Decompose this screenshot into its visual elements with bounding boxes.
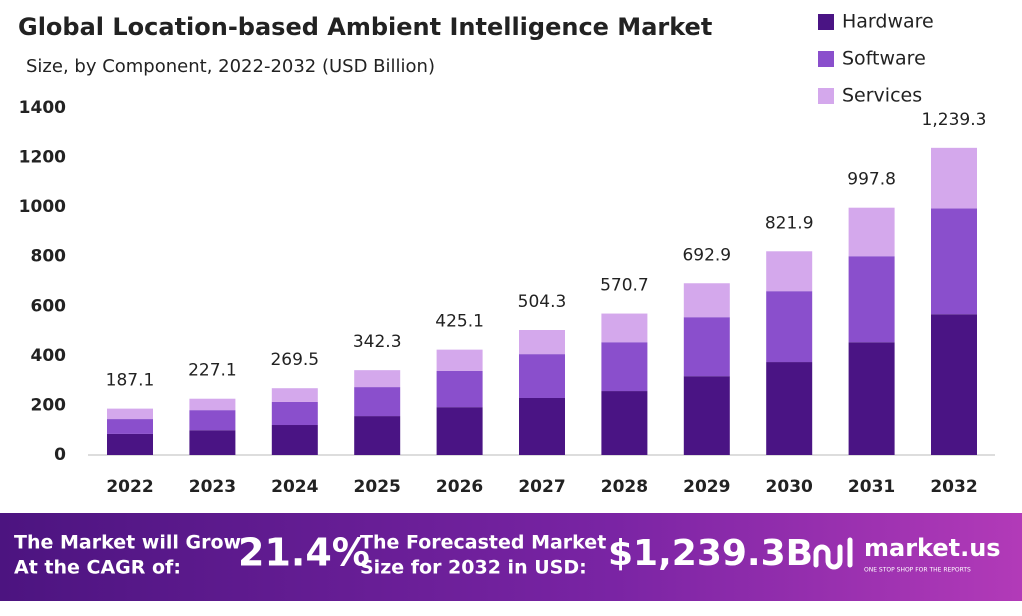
- brand: market.us: [864, 534, 1001, 562]
- total-label: 692.9: [682, 245, 731, 265]
- y-tick-label: 600: [31, 296, 67, 316]
- bar-segment: [271, 425, 318, 455]
- bar-segment: [107, 408, 153, 420]
- total-label: 1,239.3: [922, 110, 987, 130]
- legend-label: Services: [842, 85, 922, 107]
- x-tick-label: 2027: [518, 477, 565, 497]
- x-tick-label: 2022: [106, 477, 153, 497]
- x-tick-label: 2030: [766, 477, 813, 497]
- bar-segment: [271, 401, 318, 426]
- x-tick-label: 2031: [848, 477, 895, 497]
- x-tick-label: 2029: [683, 477, 730, 497]
- y-tick-label: 800: [31, 247, 67, 267]
- bar-segment: [354, 416, 401, 455]
- bar-segment: [683, 283, 730, 318]
- total-label: 227.1: [188, 361, 237, 381]
- brand-logo: [813, 537, 853, 570]
- bar-segment: [766, 291, 813, 363]
- banner-text: The Market will Grow: [14, 532, 241, 554]
- x-tick-label: 2024: [271, 477, 318, 497]
- bar-segment: [601, 313, 648, 343]
- total-label: 570.7: [600, 276, 649, 296]
- total-label: 504.3: [518, 292, 567, 312]
- bar-segment: [683, 317, 730, 377]
- x-tick-label: 2023: [189, 477, 236, 497]
- bar-segment: [848, 207, 895, 257]
- bar-segment: [436, 349, 483, 371]
- bar-segment: [601, 342, 648, 392]
- y-tick-label: 200: [31, 395, 67, 415]
- total-label: 187.1: [106, 371, 155, 391]
- brand-tagline: ONE STOP SHOP FOR THE REPORTS: [864, 567, 971, 574]
- bar-segment: [189, 398, 236, 411]
- banner-forecast: $1,239.3B: [608, 533, 813, 574]
- total-label: 425.1: [435, 312, 484, 332]
- banner-cagr: 21.4%: [238, 531, 370, 575]
- bar-segment: [519, 330, 565, 355]
- legend-label: Hardware: [842, 11, 934, 33]
- banner-text: At the CAGR of:: [14, 557, 181, 579]
- bar-segment: [848, 342, 895, 455]
- legend-label: Software: [842, 48, 926, 70]
- bar-segment: [848, 256, 895, 343]
- bar-segment: [189, 410, 236, 431]
- y-tick-label: 0: [54, 445, 66, 465]
- bar-segment: [683, 376, 730, 455]
- y-tick-label: 1200: [19, 148, 66, 168]
- bar-segment: [601, 391, 648, 455]
- x-tick-label: 2025: [354, 477, 401, 497]
- bar-segment: [107, 433, 153, 455]
- total-label: 269.5: [270, 350, 319, 370]
- bar-segment: [766, 251, 813, 292]
- bar-segment: [931, 314, 977, 455]
- bar-segment: [354, 370, 401, 388]
- bar-segment: [766, 362, 813, 455]
- bar-segment: [271, 388, 318, 402]
- bar-segment: [189, 430, 236, 455]
- chart-subtitle: Size, by Component, 2022-2032 (USD Billi…: [26, 56, 435, 77]
- x-tick-label: 2032: [930, 477, 977, 497]
- total-label: 821.9: [765, 213, 814, 233]
- bar-segment: [931, 147, 977, 209]
- bar-segment: [519, 397, 565, 455]
- banner-text: The Forecasted Market: [360, 532, 606, 554]
- bar-segment: [107, 419, 153, 434]
- x-tick-label: 2028: [601, 477, 648, 497]
- banner-text: Size for 2032 in USD:: [360, 557, 587, 579]
- bar-segment: [354, 387, 401, 417]
- x-tick-label: 2026: [436, 477, 483, 497]
- total-label: 997.8: [847, 170, 896, 190]
- y-tick-label: 400: [31, 346, 67, 366]
- y-tick-label: 1000: [19, 197, 66, 217]
- bar-segment: [436, 407, 483, 455]
- legend-swatch: [818, 88, 834, 104]
- bar-segment: [931, 208, 977, 315]
- chart-title: Global Location-based Ambient Intelligen…: [18, 13, 712, 41]
- bar-segment: [436, 370, 483, 408]
- legend-swatch: [818, 51, 834, 67]
- total-label: 342.3: [353, 332, 402, 352]
- legend-swatch: [818, 14, 834, 30]
- bar-segment: [519, 354, 565, 398]
- y-tick-label: 1400: [19, 98, 66, 118]
